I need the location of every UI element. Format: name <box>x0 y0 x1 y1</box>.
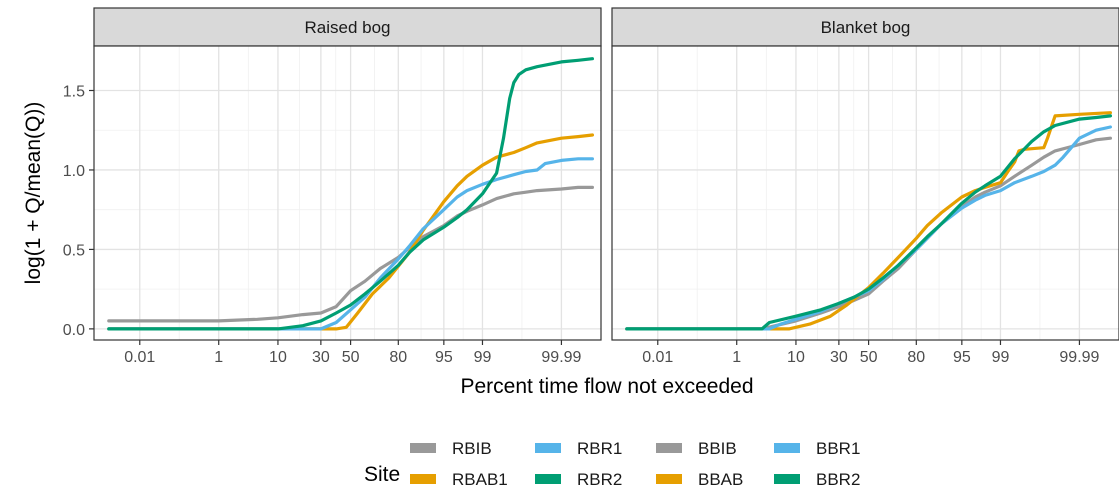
strip-raised-bog <box>93 7 602 47</box>
x-tick-label: 0.01 <box>124 349 155 366</box>
x-tick-label: 99.99 <box>1059 349 1099 366</box>
series-line-rbab1 <box>107 133 595 331</box>
legend: Site RBIB RBAB1 RBR1 RBR2 BBIB BBAB BBR1 BBR2 <box>364 436 860 491</box>
y-tick-label: 1.5 <box>63 83 85 100</box>
series-lines-blanket-bog <box>625 111 1113 331</box>
x-tick-label: 30 <box>312 349 330 366</box>
x-axis-raised-bog: 0.01 1 10 30 50 80 95 99 99.99 <box>124 340 582 366</box>
y-tick-label: 1.0 <box>63 163 85 180</box>
plot-border-raised-bog <box>93 45 602 341</box>
x-tick-label: 99 <box>474 349 492 366</box>
x-tick-label: 50 <box>342 349 360 366</box>
series-line-rbr1 <box>107 157 595 331</box>
legend-title: Site <box>364 463 400 486</box>
grid-raised-bog <box>94 46 601 340</box>
panel-raised-bog: Raised bog 0.01 1 10 30 50 80 95 99 99.99 <box>93 7 602 366</box>
x-tick-label: 10 <box>787 349 805 366</box>
strip-label-blanket-bog: Blanket bog <box>821 18 911 37</box>
x-tick-label: 1 <box>214 349 223 366</box>
x-tick-label: 99.99 <box>541 349 581 366</box>
y-axis: 0.0 0.5 1.0 1.5 <box>63 83 94 339</box>
legend-label-rbab1: RBAB1 <box>452 470 508 489</box>
strip-label-raised-bog: Raised bog <box>304 18 390 37</box>
panel-blanket-bog: Blanket bog 0.01 1 10 30 50 80 95 99 99.99 <box>611 7 1119 366</box>
series-lines-raised-bog <box>107 57 595 331</box>
x-tick-label: 95 <box>435 349 453 366</box>
x-tick-label: 95 <box>953 349 971 366</box>
series-line-rbr2 <box>107 57 595 331</box>
plot-border-blanket-bog <box>611 45 1119 341</box>
legend-label-bbab: BBAB <box>698 470 743 489</box>
series-line-bbab <box>625 111 1113 331</box>
strip-blanket-bog <box>611 7 1119 47</box>
x-tick-label: 80 <box>907 349 925 366</box>
x-tick-label: 99 <box>992 349 1010 366</box>
legend-label-bbr2: BBR2 <box>816 470 860 489</box>
x-tick-label: 80 <box>389 349 407 366</box>
legend-label-rbr1: RBR1 <box>577 439 622 458</box>
legend-label-rbib: RBIB <box>452 439 492 458</box>
x-axis-blanket-bog: 0.01 1 10 30 50 80 95 99 99.99 <box>642 340 1100 366</box>
x-tick-label: 1 <box>732 349 741 366</box>
y-tick-label: 0.5 <box>63 242 85 259</box>
y-tick-label: 0.0 <box>63 322 85 339</box>
series-line-bbr2 <box>625 114 1113 331</box>
legend-label-bbib: BBIB <box>698 439 737 458</box>
x-axis-title: Percent time flow not exceeded <box>461 375 754 398</box>
grid-blanket-bog <box>612 46 1119 340</box>
x-tick-label: 50 <box>860 349 878 366</box>
y-axis-title: log(1 + Q/mean(Q)) <box>22 102 45 285</box>
x-tick-label: 30 <box>830 349 848 366</box>
x-tick-label: 0.01 <box>642 349 673 366</box>
legend-label-rbr2: RBR2 <box>577 470 622 489</box>
legend-label-bbr1: BBR1 <box>816 439 860 458</box>
x-tick-label: 10 <box>269 349 287 366</box>
